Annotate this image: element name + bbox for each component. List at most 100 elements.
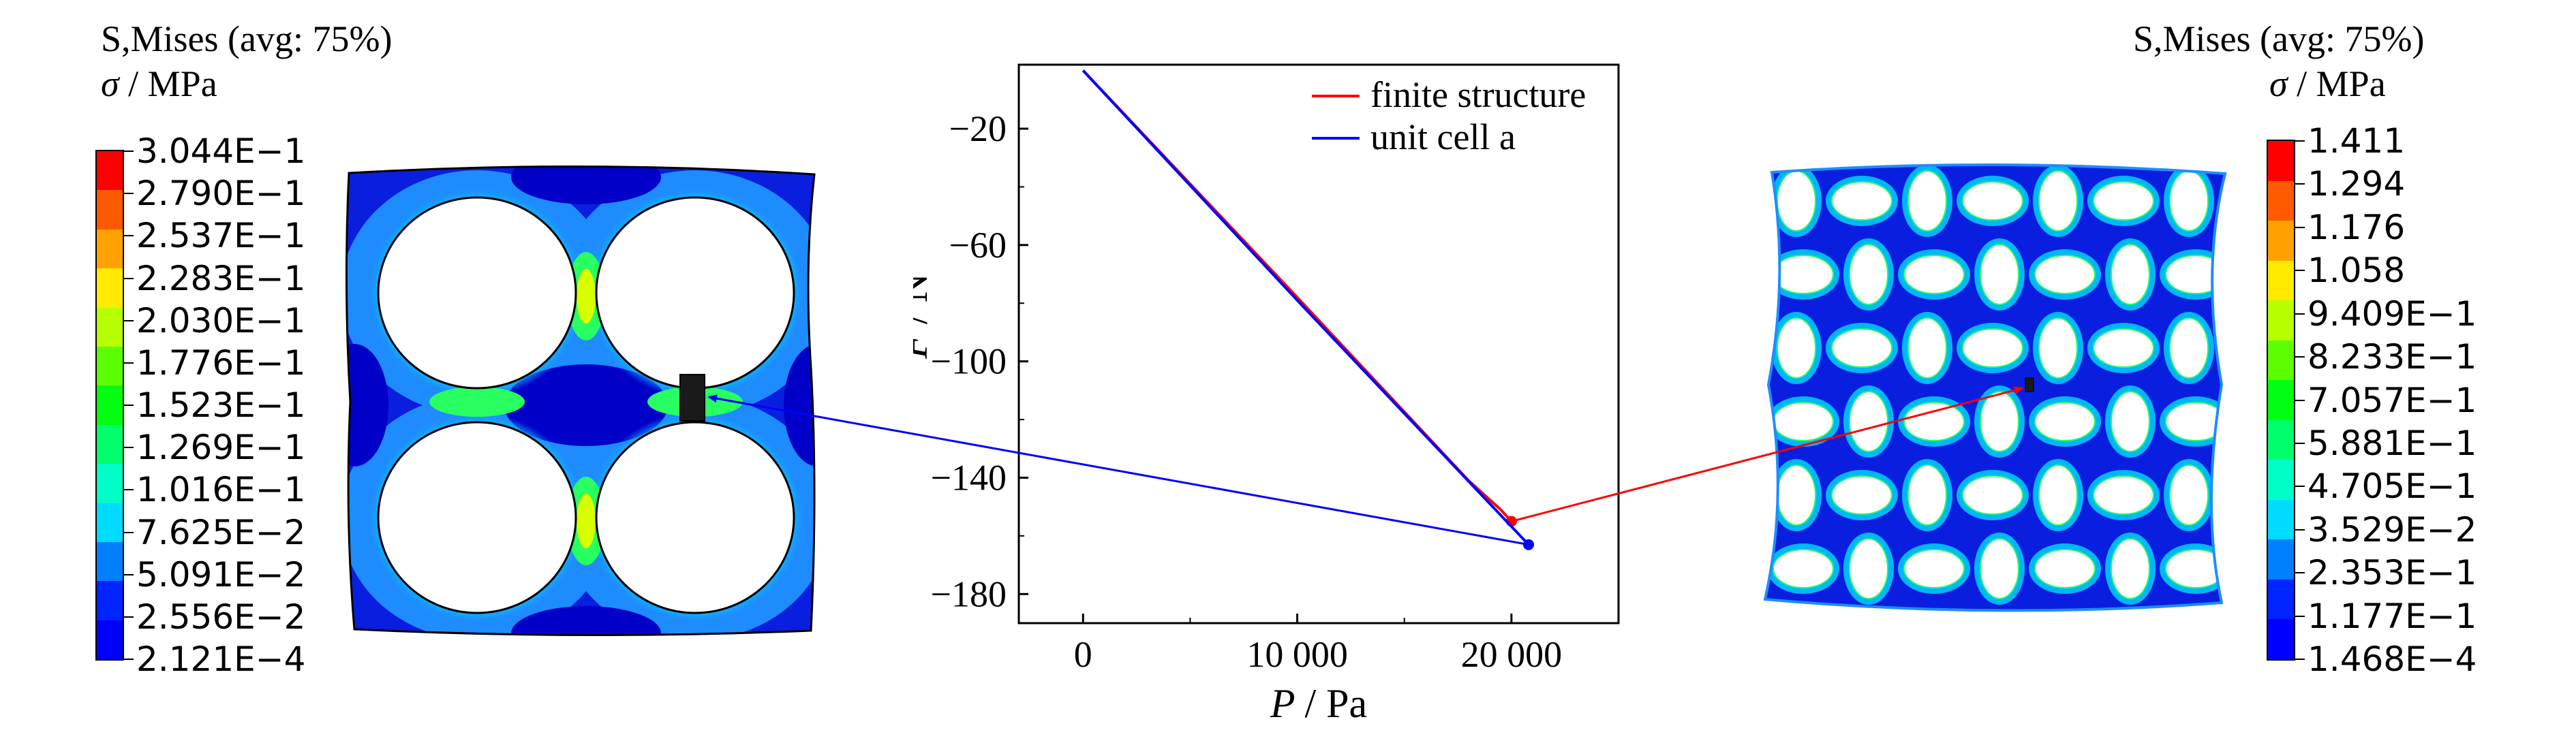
left-colorbar-tick — [124, 235, 134, 237]
lattice-hole — [2111, 391, 2150, 452]
right-colorbar-segment — [2268, 141, 2294, 181]
left-stress-field — [345, 165, 816, 637]
lattice-hole — [1962, 328, 2023, 368]
right-colorbar-segment — [2268, 539, 2294, 580]
lattice-hole — [2034, 549, 2096, 588]
right-colorbar-tick — [2295, 572, 2305, 574]
right-stress-field — [1763, 163, 2227, 612]
y-tick-label: −20 — [949, 108, 1007, 149]
lattice-hole — [1980, 538, 2019, 599]
left-colorbar-tick — [124, 573, 134, 575]
left-colorbar-tick — [124, 277, 134, 279]
left-colorbar-label: 1.269E−1 — [136, 428, 306, 468]
right-colorbar-label: 1.294 — [2307, 164, 2406, 204]
left-colorbar-segment — [97, 464, 123, 503]
y-axis-unit: / N — [913, 273, 936, 324]
left-legend-quantity: σ / MPa — [101, 65, 217, 102]
lattice-hole — [2038, 170, 2078, 232]
lattice-hole — [2093, 181, 2154, 221]
x-axis-label: P / Pa — [1270, 681, 1367, 726]
right-colorbar-label: 1.411 — [2307, 121, 2406, 161]
lattice-hole — [1962, 475, 2023, 515]
right-colorbar-label: 2.353E−1 — [2307, 553, 2477, 593]
lattice-hole — [1980, 391, 2019, 452]
x-axis-symbol: P — [1270, 681, 1295, 726]
left-colorbar-label: 2.556E−2 — [136, 597, 306, 637]
right-colorbar-segment — [2268, 460, 2294, 500]
lattice-hole — [1849, 391, 1888, 452]
left-colorbar-label: 2.121E−4 — [136, 639, 306, 679]
y-axis: −20 −60 −100 −140 −180 — [931, 108, 1028, 614]
x-axis-unit: / Pa — [1304, 681, 1367, 726]
left-colorbar — [95, 150, 124, 661]
right-colorbar-segment — [2268, 180, 2294, 221]
left-legend-title: S,Mises (avg: 75%) — [101, 18, 393, 59]
lattice-hole — [2038, 317, 2078, 379]
right-colorbar-segment — [2268, 221, 2294, 261]
right-colorbar-segment — [2268, 260, 2294, 301]
left-colorbar-label: 1.016E−1 — [136, 470, 306, 510]
right-colorbar-label: 1.177E−1 — [2307, 596, 2477, 636]
left-colorbar-segment — [97, 541, 123, 582]
lattice-hole — [2093, 475, 2154, 515]
left-colorbar-tick — [124, 193, 134, 195]
right-unit-cell-marker — [2025, 377, 2034, 392]
left-colorbar-tick — [124, 531, 134, 533]
right-colorbar-label: 7.057E−1 — [2307, 380, 2477, 420]
right-colorbar-tick — [2295, 399, 2305, 401]
right-colorbar-label: 1.468E−4 — [2307, 639, 2477, 679]
right-colorbar-label: 1.058 — [2307, 251, 2406, 291]
right-colorbar-label: 9.409E−1 — [2307, 294, 2477, 334]
lattice-hole — [1980, 244, 2019, 305]
lattice-hole — [1831, 181, 1892, 221]
right-colorbar-tick — [2295, 183, 2305, 185]
left-colorbar-label: 5.091E−2 — [136, 554, 306, 595]
left-colorbar-segment — [97, 620, 123, 660]
left-colorbar-segment — [97, 424, 123, 464]
lattice-hole — [1773, 549, 1834, 588]
unit-cell-blue-connector — [707, 394, 1529, 546]
right-colorbar-segment — [2268, 300, 2294, 341]
right-colorbar-tick — [2295, 659, 2305, 660]
y-axis-label: F / N — [913, 273, 936, 360]
lattice-hole — [2034, 402, 2096, 441]
right-legend-title: S,Mises (avg: 75%) — [2133, 18, 2425, 59]
right-colorbar-tick — [2295, 313, 2305, 315]
right-colorbar-segment — [2268, 420, 2294, 460]
left-colorbar-label: 7.625E−2 — [136, 512, 306, 552]
right-colorbar-tick — [2295, 226, 2305, 228]
right-colorbar-label: 5.881E−1 — [2307, 423, 2477, 463]
legend-label: finite structure — [1370, 74, 1586, 115]
left-unit-cell-marker — [679, 374, 705, 422]
lattice-hole — [2165, 255, 2225, 294]
left-colorbar-segment — [97, 503, 123, 542]
left-colorbar-segment — [97, 268, 123, 308]
left-unit: / MPa — [128, 63, 217, 104]
lattice-hole — [1903, 255, 1965, 294]
x-axis: 0 10 000 20 000 — [1074, 614, 1562, 675]
left-sigma-symbol: σ — [101, 63, 119, 104]
right-sigma-symbol: σ — [2269, 63, 2288, 104]
series-line — [1082, 69, 1530, 546]
left-colorbar-tick — [124, 362, 134, 364]
right-colorbar-tick — [2295, 615, 2305, 617]
x-tick-label: 10 000 — [1246, 634, 1348, 675]
lattice-hole — [1907, 170, 1947, 232]
left-colorbar-label: 2.030E−1 — [136, 300, 306, 341]
lattice-hole — [2038, 464, 2078, 526]
y-tick-label: −100 — [931, 341, 1007, 382]
right-colorbar-label: 4.705E−1 — [2307, 467, 2477, 507]
left-colorbar-label: 2.537E−1 — [136, 216, 306, 256]
lattice-hole — [1962, 181, 2023, 221]
left-colorbar-segment — [97, 151, 123, 191]
finite-structure-red-connector — [1511, 386, 2024, 522]
left-colorbar-segment — [97, 190, 123, 230]
left-colorbar-tick — [124, 405, 134, 406]
right-colorbar-tick — [2295, 528, 2305, 531]
lattice-hole — [1907, 317, 1947, 379]
left-colorbar-segment — [97, 307, 123, 347]
left-colorbar-label: 1.523E−1 — [136, 385, 306, 425]
lattice-hole — [1849, 538, 1888, 599]
right-colorbar-segment — [2268, 340, 2294, 381]
